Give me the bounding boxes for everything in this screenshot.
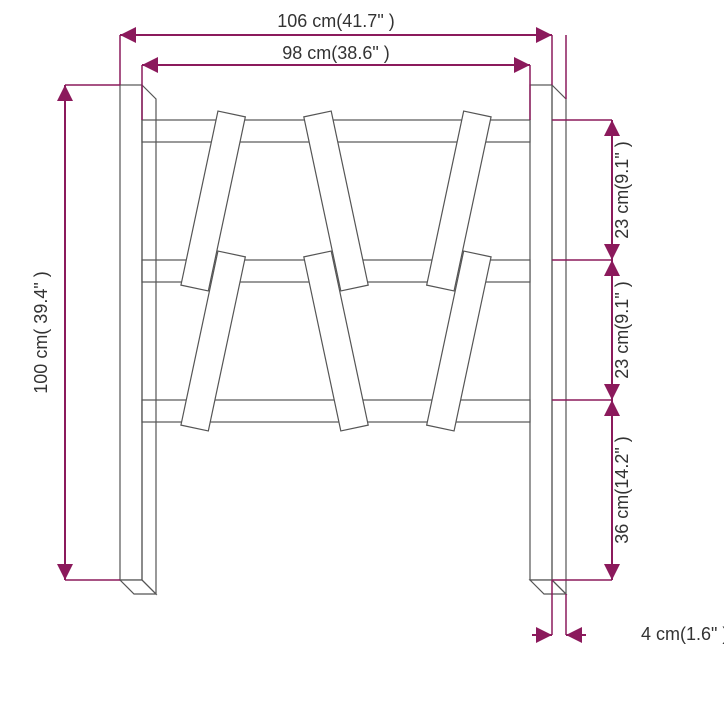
dimension-label: 98 cm(38.6" )	[282, 43, 389, 63]
dimension-label: 100 cm( 39.4" )	[31, 271, 51, 393]
headboard-drawing	[120, 85, 566, 594]
dimension-label: 23 cm(9.1" )	[612, 141, 632, 238]
dimension-label: 4 cm(1.6" )	[641, 624, 724, 644]
dimension-label: 36 cm(14.2" )	[612, 436, 632, 543]
dimension-diagram: 106 cm(41.7" ) 98 cm(38.6" ) 100 cm( 39.4"…	[0, 0, 724, 724]
dimension-label: 106 cm(41.7" )	[277, 11, 394, 31]
dimension-label: 23 cm(9.1" )	[612, 281, 632, 378]
